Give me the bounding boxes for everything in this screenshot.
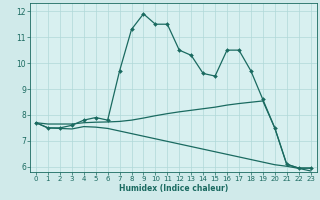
X-axis label: Humidex (Indice chaleur): Humidex (Indice chaleur) [119, 184, 228, 193]
